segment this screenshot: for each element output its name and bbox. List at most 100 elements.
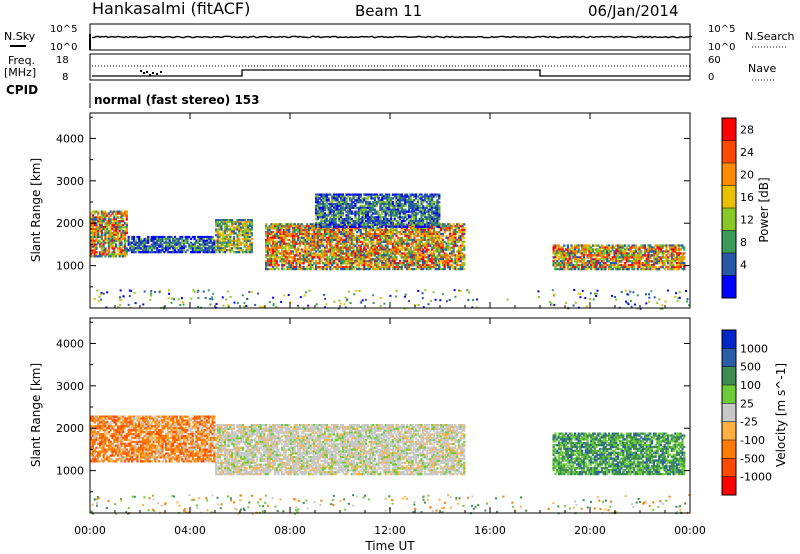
echo-cell-3 <box>420 258 423 261</box>
echo-cell-5 <box>676 265 679 269</box>
echo-cell-0 <box>91 216 94 219</box>
echo-cell-5 <box>643 246 646 249</box>
echo-cell-4 <box>332 212 336 215</box>
echo-cell-3 <box>288 244 291 247</box>
echo-cell-3 <box>438 242 441 245</box>
echo-cell-4 <box>431 204 434 208</box>
echo-cell-3 <box>447 244 450 247</box>
echo-cell-4 <box>363 214 366 217</box>
echo-cell-0 <box>125 249 128 252</box>
echo-cell-3 <box>373 262 377 265</box>
echo-cell-5 <box>581 246 584 249</box>
echo-cell-4 <box>381 212 384 215</box>
echo-cell-2 <box>229 234 232 237</box>
echo-cell-4 <box>425 193 428 196</box>
echo-cell-1 <box>198 251 202 254</box>
echo-cell-1 <box>213 243 216 246</box>
echo-cell-2 <box>222 235 225 239</box>
echo-cell-4 <box>370 197 373 200</box>
echo-cell-5 <box>656 260 659 263</box>
echo-cell-3 <box>315 250 318 253</box>
echo-cell-3 <box>272 242 275 245</box>
echo-cell-0 <box>120 233 123 237</box>
echo-cell-4 <box>365 208 368 211</box>
echo-cell-4 <box>427 212 430 215</box>
echo-cell-5 <box>643 262 646 265</box>
echo-cell-4 <box>423 212 427 215</box>
echo-cell-4 <box>407 199 411 202</box>
echo-cell-4 <box>418 218 421 221</box>
echo-cell-1 <box>143 247 146 250</box>
echo-cell-3 <box>341 250 344 253</box>
echo-cell-3 <box>365 250 368 253</box>
echo-cell-2 <box>227 249 230 252</box>
echo-cell-2 <box>245 234 248 237</box>
echo-cell-2 <box>234 226 237 229</box>
echo-cell-0 <box>93 233 96 237</box>
echo-cell-3 <box>361 242 364 245</box>
echo-cell-3 <box>398 267 402 271</box>
echo-cell-3 <box>457 231 461 234</box>
echo-cell-5 <box>667 260 670 263</box>
echo-cell-3 <box>293 254 296 257</box>
echo-cell-2 <box>223 241 227 244</box>
scatter-cell <box>439 299 442 302</box>
echo-cell-5 <box>600 254 603 257</box>
echo-cell-3 <box>343 244 346 247</box>
echo-cell-0 <box>120 231 123 235</box>
echo-cell-3 <box>407 266 411 269</box>
echo-cell-3 <box>386 232 389 236</box>
echo-cell-3 <box>404 266 407 269</box>
echo-cell-3 <box>277 256 280 259</box>
echo-cell-1 <box>209 235 212 239</box>
echo-cell-0 <box>116 210 119 213</box>
echo-cell-5 <box>631 250 634 253</box>
echo-cell-2 <box>225 245 228 248</box>
echo-cell-5 <box>608 256 611 259</box>
echo-cell-3 <box>320 254 323 257</box>
echo-cell-3 <box>345 250 348 253</box>
echo-cell-4 <box>315 218 318 221</box>
echo-cell-3 <box>416 248 419 251</box>
echo-cell-1 <box>172 249 175 252</box>
echo-cell-3 <box>432 250 436 253</box>
echo-cell-5 <box>613 262 616 265</box>
echo-cell-3 <box>450 234 453 238</box>
echo-cell-4 <box>400 195 403 198</box>
echo-cell-5 <box>608 248 611 251</box>
echo-cell-0 <box>93 253 96 256</box>
echo-cell-1 <box>200 237 203 241</box>
echo-cell-3 <box>377 223 380 226</box>
echo-cell-4 <box>398 223 402 226</box>
echo-cell-5 <box>624 267 627 271</box>
freq-line <box>92 69 690 77</box>
scatter-cell <box>98 295 101 298</box>
echo-cell-3 <box>400 229 403 232</box>
echo-cell-0 <box>102 214 105 217</box>
echo-cell-4 <box>336 193 339 196</box>
echo-cell-4 <box>420 203 423 206</box>
echo-cell-4 <box>375 219 378 223</box>
echo-cell-3 <box>356 250 359 253</box>
echo-cell-3 <box>331 236 334 240</box>
echo-cell-3 <box>411 258 414 261</box>
echo-cell-3 <box>265 256 268 259</box>
echo-cell-0 <box>118 247 121 250</box>
scatter-cell <box>262 305 265 308</box>
echo-cell-3 <box>370 225 373 228</box>
echo-cell-5 <box>634 254 638 257</box>
echo-cell-4 <box>354 193 357 196</box>
echo-cell-2 <box>236 241 239 244</box>
echo-cell-0 <box>95 228 98 231</box>
echo-cell-3 <box>416 238 419 242</box>
echo-cell-4 <box>409 210 412 213</box>
echo-cell-0 <box>102 228 105 231</box>
echo-cell-3 <box>454 256 457 259</box>
echo-cell-3 <box>323 248 327 251</box>
echo-cell-3 <box>273 250 277 253</box>
echo-cell-3 <box>265 232 268 236</box>
echo-cell-3 <box>436 267 439 271</box>
echo-cell-4 <box>325 218 328 221</box>
echo-cell-4 <box>413 208 416 211</box>
echo-cell-3 <box>418 256 421 259</box>
